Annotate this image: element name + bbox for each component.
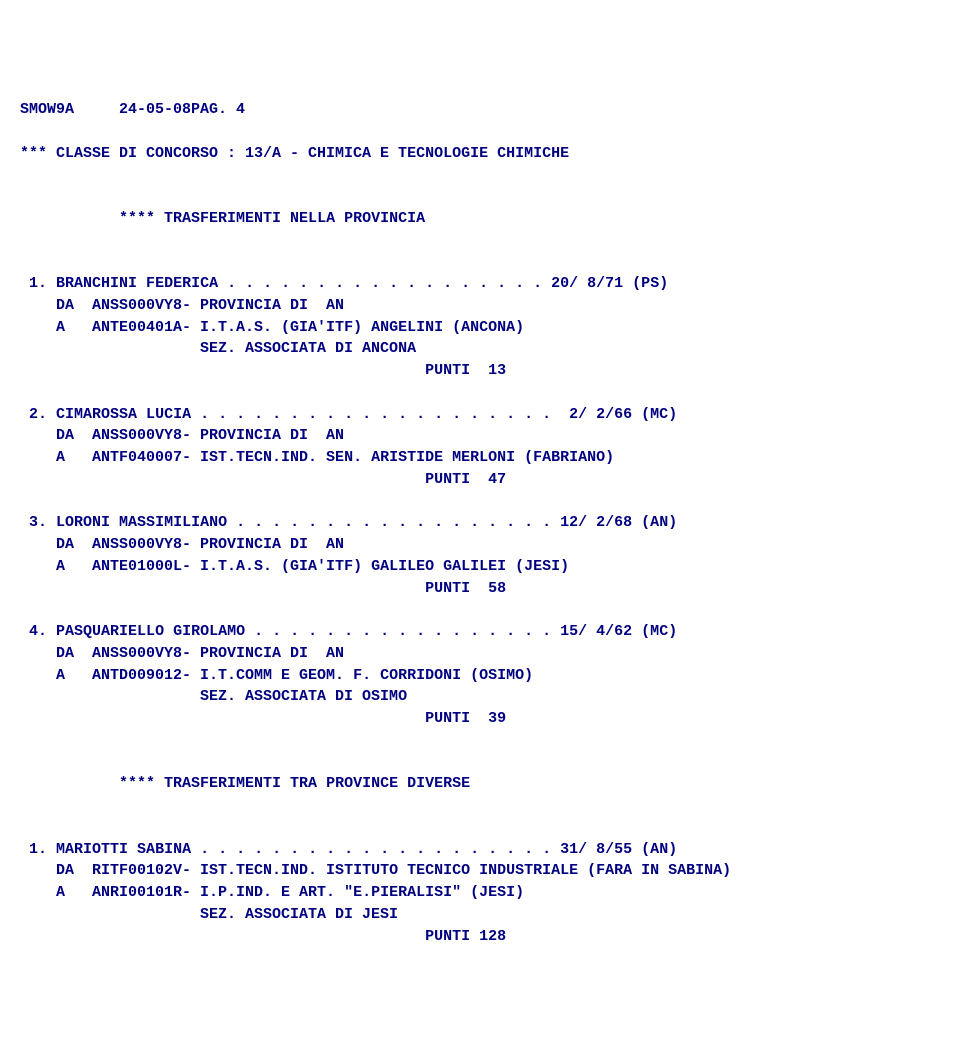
entry-da: DA ANSS000VY8- PROVINCIA DI AN: [56, 536, 344, 553]
entry-score: 20/ 8/71 (PS): [551, 275, 668, 292]
entry-punti: PUNTI 39: [425, 710, 506, 727]
entry-sez: SEZ. ASSOCIATA DI OSIMO: [200, 688, 407, 705]
entry-sez: SEZ. ASSOCIATA DI JESI: [200, 906, 398, 923]
entry-a: A ANTF040007- IST.TECN.IND. SEN. ARISTID…: [56, 449, 614, 466]
entry-score: 31/ 8/55 (AN): [560, 841, 677, 858]
entry-dots: . . . . . . . . . . . . . . . . . . . .: [200, 406, 551, 423]
entry-num: 4: [29, 623, 38, 640]
entry-da: DA RITF00102V- IST.TECN.IND. ISTITUTO TE…: [56, 862, 731, 879]
header-date: 24-05-08PAG. 4: [119, 101, 245, 118]
header-code: SMOW9A: [20, 101, 74, 118]
entry-name: BRANCHINI FEDERICA: [56, 275, 218, 292]
section1-title: **** TRASFERIMENTI NELLA PROVINCIA: [119, 210, 425, 227]
entry-name: CIMAROSSA LUCIA: [56, 406, 191, 423]
entry-da: DA ANSS000VY8- PROVINCIA DI AN: [56, 645, 344, 662]
entry-dots: . . . . . . . . . . . . . . . . . .: [236, 514, 551, 531]
entry-dots: . . . . . . . . . . . . . . . . . .: [227, 275, 542, 292]
entry-da: DA ANSS000VY8- PROVINCIA DI AN: [56, 297, 344, 314]
section2-title: **** TRASFERIMENTI TRA PROVINCE DIVERSE: [119, 775, 470, 792]
entry-a: A ANTE01000L- I.T.A.S. (GIA'ITF) GALILEO…: [56, 558, 569, 575]
entry-a: A ANTE00401A- I.T.A.S. (GIA'ITF) ANGELIN…: [56, 319, 524, 336]
entry-name: MARIOTTI SABINA: [56, 841, 191, 858]
entry-da: DA ANSS000VY8- PROVINCIA DI AN: [56, 427, 344, 444]
entry-num: 1: [29, 275, 38, 292]
classe-line: *** CLASSE DI CONCORSO : 13/A - CHIMICA …: [20, 145, 569, 162]
entry-sez: SEZ. ASSOCIATA DI ANCONA: [200, 340, 416, 357]
entry-punti: PUNTI 47: [425, 471, 506, 488]
entry-dots: . . . . . . . . . . . . . . . . . . . .: [200, 841, 551, 858]
entry-score: 12/ 2/68 (AN): [560, 514, 677, 531]
entry-a: A ANTD009012- I.T.COMM E GEOM. F. CORRID…: [56, 667, 533, 684]
entry-score: 15/ 4/62 (MC): [560, 623, 677, 640]
entry-dots: . . . . . . . . . . . . . . . . .: [254, 623, 551, 640]
entry-num: 3: [29, 514, 38, 531]
entry-punti: PUNTI 58: [425, 580, 506, 597]
entry-punti: PUNTI 128: [425, 928, 506, 945]
entry-num: 2: [29, 406, 38, 423]
entry-name: PASQUARIELLO GIROLAMO: [56, 623, 245, 640]
entry-score: 2/ 2/66 (MC): [569, 406, 677, 423]
entry-a: A ANRI00101R- I.P.IND. E ART. "E.PIERALI…: [56, 884, 524, 901]
entry-num: 1: [29, 841, 38, 858]
entry-punti: PUNTI 13: [425, 362, 506, 379]
entry-name: LORONI MASSIMILIANO: [56, 514, 227, 531]
